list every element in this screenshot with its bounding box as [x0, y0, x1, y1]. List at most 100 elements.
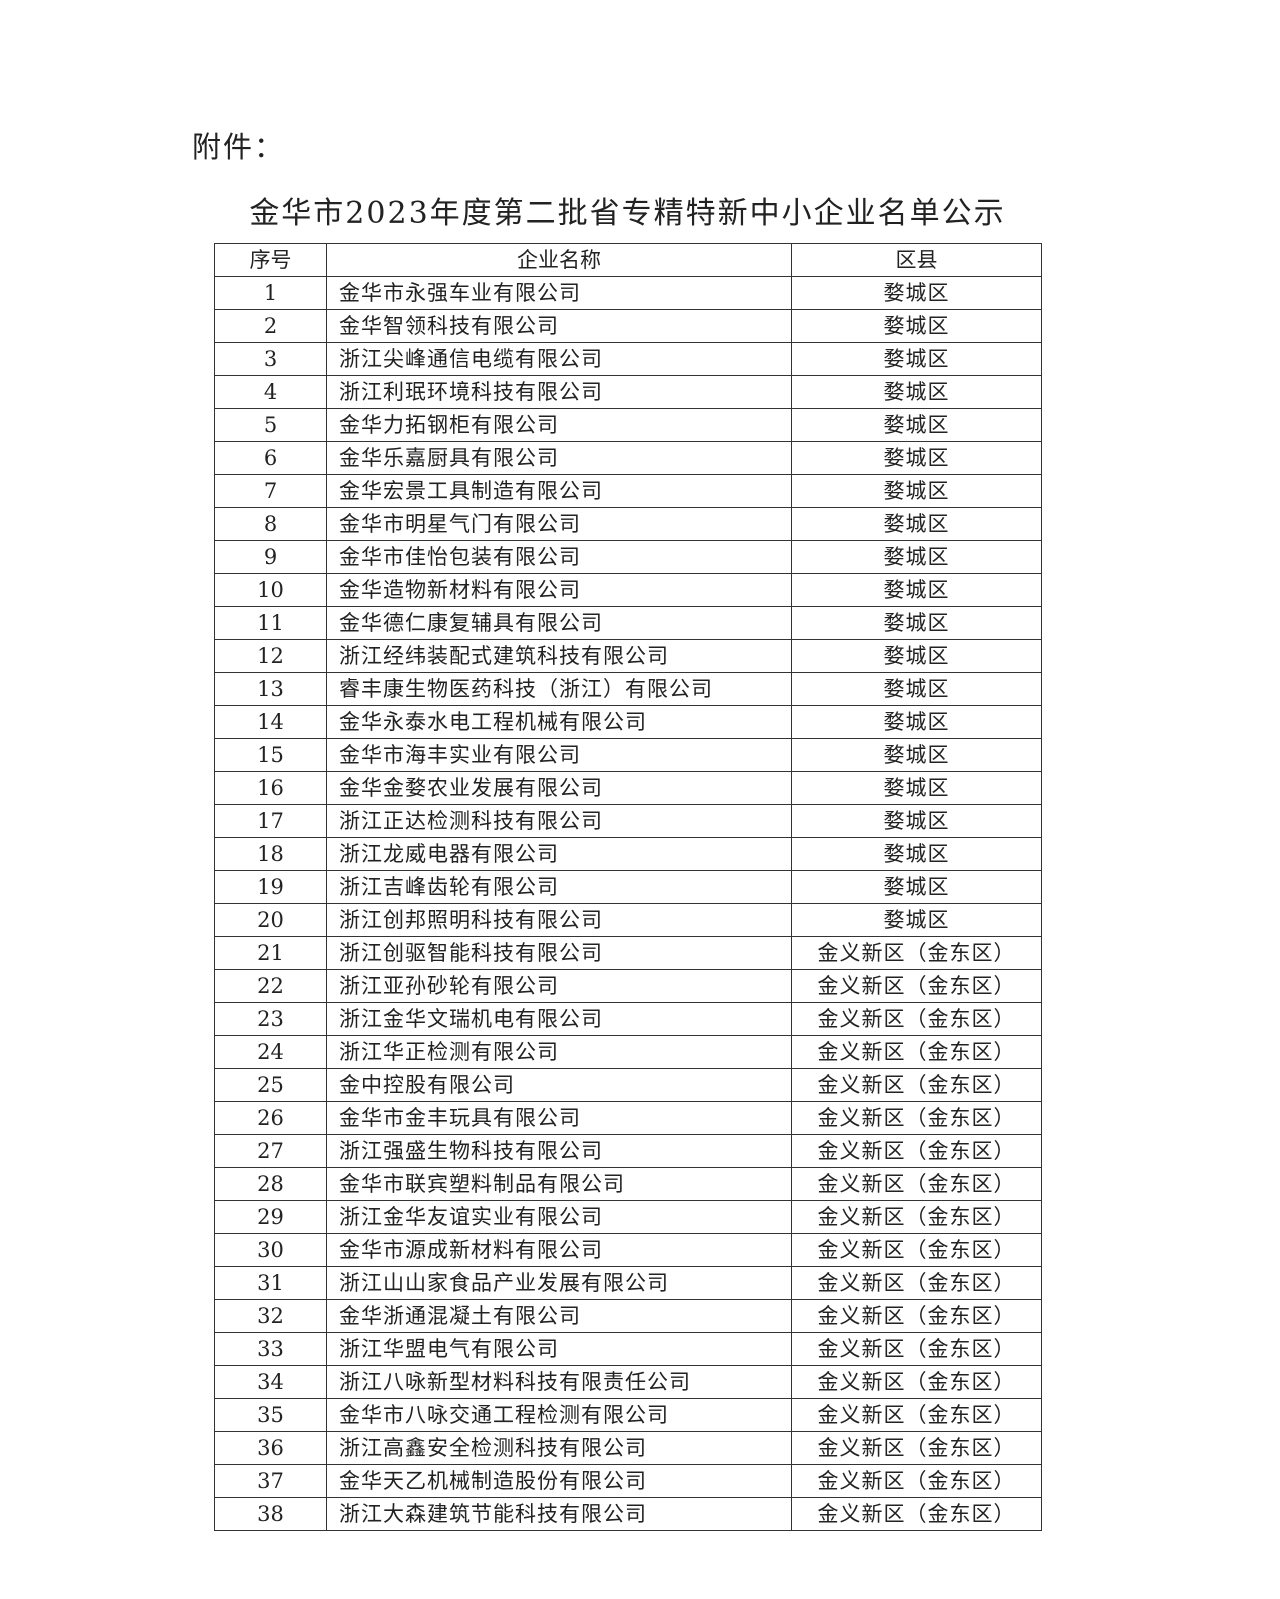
row-index: 13 [214, 672, 327, 706]
row-index: 10 [214, 573, 327, 607]
district: 婺城区 [791, 705, 1042, 739]
row-index: 17 [214, 804, 327, 838]
row-index: 20 [214, 903, 327, 937]
row-index: 38 [214, 1497, 327, 1531]
row-index: 33 [214, 1332, 327, 1366]
table-row: 37 金华天乙机械制造股份有限公司 金义新区（金东区） [214, 1464, 1042, 1498]
row-index: 8 [214, 507, 327, 541]
company-name: 浙江金华友谊实业有限公司 [326, 1200, 792, 1234]
table-row: 36 浙江高鑫安全检测科技有限公司 金义新区（金东区） [214, 1431, 1042, 1465]
row-index: 24 [214, 1035, 327, 1069]
table-row: 3 浙江尖峰通信电缆有限公司 婺城区 [214, 342, 1042, 376]
company-name: 金华天乙机械制造股份有限公司 [326, 1464, 792, 1498]
table-row: 32 金华浙通混凝土有限公司 金义新区（金东区） [214, 1299, 1042, 1333]
company-name: 浙江华盟电气有限公司 [326, 1332, 792, 1366]
table-row: 29 浙江金华友谊实业有限公司 金义新区（金东区） [214, 1200, 1042, 1234]
company-name: 金华智领科技有限公司 [326, 309, 792, 343]
district: 金义新区（金东区） [791, 969, 1042, 1003]
company-name: 金华市联宾塑料制品有限公司 [326, 1167, 792, 1201]
table-row: 11 金华德仁康复辅具有限公司 婺城区 [214, 606, 1042, 640]
district: 婺城区 [791, 276, 1042, 310]
header-index: 序号 [214, 243, 327, 277]
company-name: 浙江尖峰通信电缆有限公司 [326, 342, 792, 376]
row-index: 14 [214, 705, 327, 739]
row-index: 12 [214, 639, 327, 673]
row-index: 30 [214, 1233, 327, 1267]
district: 金义新区（金东区） [791, 1398, 1042, 1432]
company-name: 浙江强盛生物科技有限公司 [326, 1134, 792, 1168]
table-row: 15 金华市海丰实业有限公司 婺城区 [214, 738, 1042, 772]
table-row: 22 浙江亚孙砂轮有限公司 金义新区（金东区） [214, 969, 1042, 1003]
attachment-label: 附件： [192, 130, 286, 164]
company-name: 浙江金华文瑞机电有限公司 [326, 1002, 792, 1036]
company-name: 浙江创驱智能科技有限公司 [326, 936, 792, 970]
row-index: 3 [214, 342, 327, 376]
header-company-name: 企业名称 [326, 243, 792, 277]
company-name: 浙江山山家食品产业发展有限公司 [326, 1266, 792, 1300]
table-row: 31 浙江山山家食品产业发展有限公司 金义新区（金东区） [214, 1266, 1042, 1300]
row-index: 9 [214, 540, 327, 574]
row-index: 31 [214, 1266, 327, 1300]
table-row: 26 金华市金丰玩具有限公司 金义新区（金东区） [214, 1101, 1042, 1135]
company-name: 金华市八咏交通工程检测有限公司 [326, 1398, 792, 1432]
row-index: 4 [214, 375, 327, 409]
row-index: 2 [214, 309, 327, 343]
district: 婺城区 [791, 870, 1042, 904]
district: 婺城区 [791, 474, 1042, 508]
company-name: 金华市永强车业有限公司 [326, 276, 792, 310]
row-index: 34 [214, 1365, 327, 1399]
enterprise-table: 序号 企业名称 区县 1 金华市永强车业有限公司 婺城区 2 金华智领科技有限公司 婺城区… [214, 243, 1042, 1531]
table-row: 9 金华市佳怡包装有限公司 婺城区 [214, 540, 1042, 574]
district: 婺城区 [791, 738, 1042, 772]
company-name: 金华造物新材料有限公司 [326, 573, 792, 607]
company-name: 浙江亚孙砂轮有限公司 [326, 969, 792, 1003]
district: 婺城区 [791, 837, 1042, 871]
district: 婺城区 [791, 342, 1042, 376]
table-row: 33 浙江华盟电气有限公司 金义新区（金东区） [214, 1332, 1042, 1366]
row-index: 11 [214, 606, 327, 640]
row-index: 23 [214, 1002, 327, 1036]
table-row: 24 浙江华正检测有限公司 金义新区（金东区） [214, 1035, 1042, 1069]
row-index: 26 [214, 1101, 327, 1135]
district: 婺城区 [791, 507, 1042, 541]
table-row: 25 金中控股有限公司 金义新区（金东区） [214, 1068, 1042, 1102]
company-name: 金中控股有限公司 [326, 1068, 792, 1102]
district: 金义新区（金东区） [791, 1002, 1042, 1036]
table-row: 14 金华永泰水电工程机械有限公司 婺城区 [214, 705, 1042, 739]
table-row: 34 浙江八咏新型材料科技有限责任公司 金义新区（金东区） [214, 1365, 1042, 1399]
district: 金义新区（金东区） [791, 1035, 1042, 1069]
header-district: 区县 [791, 243, 1042, 277]
row-index: 7 [214, 474, 327, 508]
company-name: 浙江大森建筑节能科技有限公司 [326, 1497, 792, 1531]
row-index: 18 [214, 837, 327, 871]
table-row: 30 金华市源成新材料有限公司 金义新区（金东区） [214, 1233, 1042, 1267]
district: 金义新区（金东区） [791, 1233, 1042, 1267]
company-name: 浙江华正检测有限公司 [326, 1035, 792, 1069]
district: 婺城区 [791, 804, 1042, 838]
row-index: 36 [214, 1431, 327, 1465]
company-name: 金华市佳怡包装有限公司 [326, 540, 792, 574]
district: 金义新区（金东区） [791, 1134, 1042, 1168]
district: 金义新区（金东区） [791, 1266, 1042, 1300]
district: 婺城区 [791, 771, 1042, 805]
table-row: 13 睿丰康生物医药科技（浙江）有限公司 婺城区 [214, 672, 1042, 706]
district: 金义新区（金东区） [791, 1068, 1042, 1102]
district: 婺城区 [791, 903, 1042, 937]
district: 婺城区 [791, 408, 1042, 442]
district: 金义新区（金东区） [791, 1101, 1042, 1135]
company-name: 浙江正达检测科技有限公司 [326, 804, 792, 838]
table-row: 7 金华宏景工具制造有限公司 婺城区 [214, 474, 1042, 508]
table-row: 23 浙江金华文瑞机电有限公司 金义新区（金东区） [214, 1002, 1042, 1036]
district: 婺城区 [791, 309, 1042, 343]
row-index: 16 [214, 771, 327, 805]
row-index: 19 [214, 870, 327, 904]
district: 金义新区（金东区） [791, 1332, 1042, 1366]
row-index: 37 [214, 1464, 327, 1498]
district: 金义新区（金东区） [791, 1200, 1042, 1234]
row-index: 22 [214, 969, 327, 1003]
company-name: 金华市明星气门有限公司 [326, 507, 792, 541]
table-row: 19 浙江吉峰齿轮有限公司 婺城区 [214, 870, 1042, 904]
district: 金义新区（金东区） [791, 1167, 1042, 1201]
table-row: 38 浙江大森建筑节能科技有限公司 金义新区（金东区） [214, 1497, 1042, 1531]
table-row: 6 金华乐嘉厨具有限公司 婺城区 [214, 441, 1042, 475]
